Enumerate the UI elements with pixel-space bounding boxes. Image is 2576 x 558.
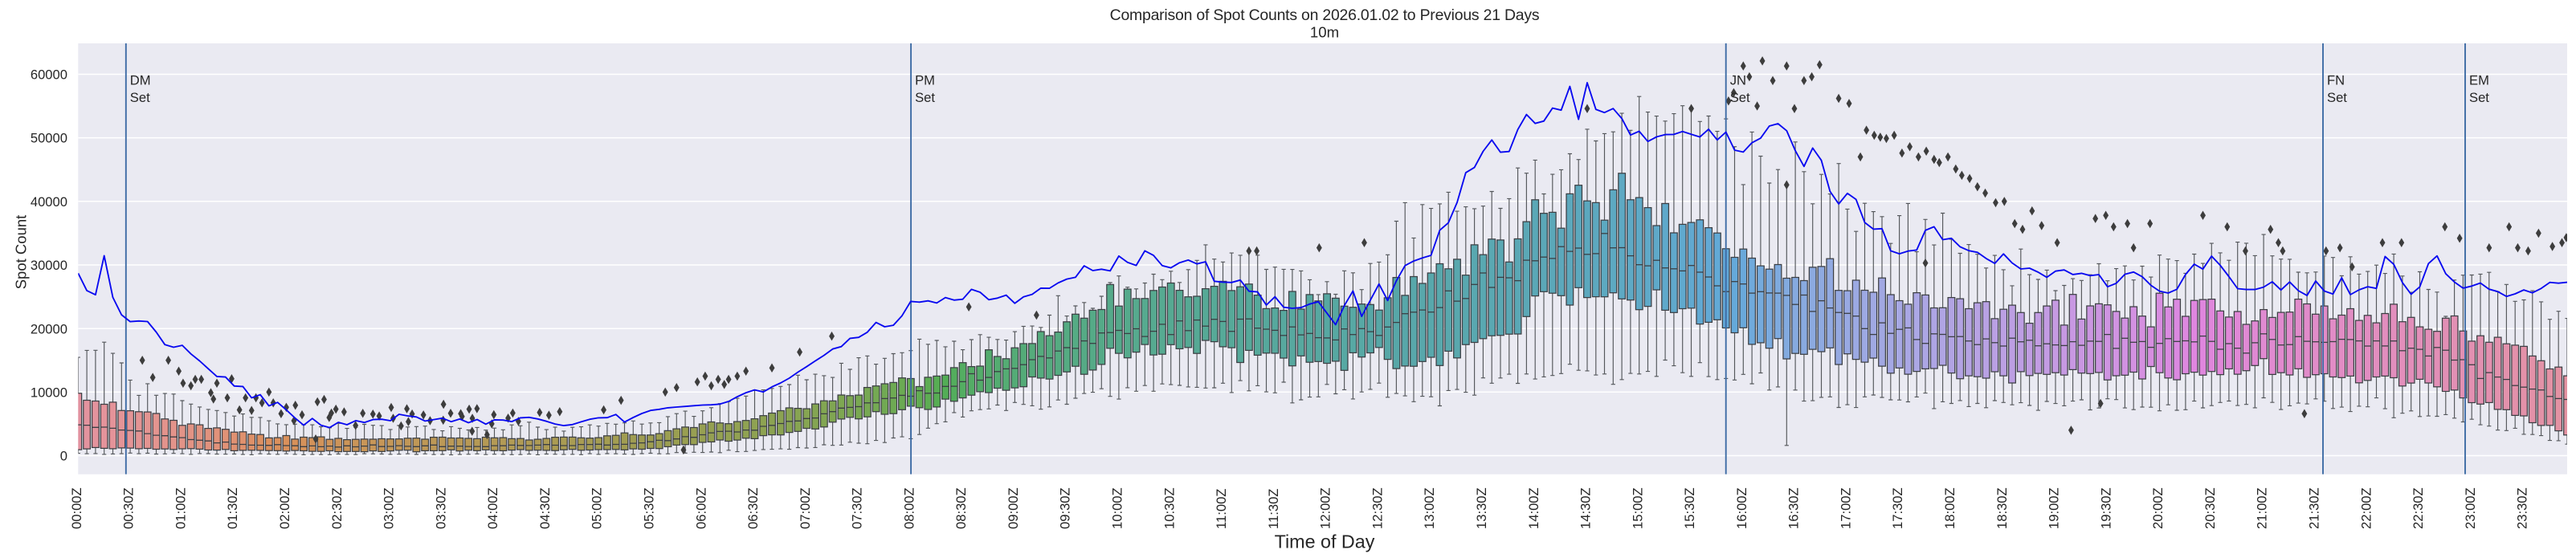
svg-text:Spot Count: Spot Count xyxy=(12,215,29,290)
svg-text:20:00Z: 20:00Z xyxy=(2150,487,2166,529)
svg-text:12:30Z: 12:30Z xyxy=(1370,487,1385,529)
svg-text:13:30Z: 13:30Z xyxy=(1474,487,1489,529)
svg-text:08:30Z: 08:30Z xyxy=(953,487,969,529)
svg-text:16:30Z: 16:30Z xyxy=(1786,487,1802,529)
svg-text:Set: Set xyxy=(2327,90,2347,105)
svg-text:50000: 50000 xyxy=(31,131,67,146)
svg-text:Time of Day: Time of Day xyxy=(1275,531,1375,552)
svg-text:02:00Z: 02:00Z xyxy=(277,487,292,529)
svg-text:07:30Z: 07:30Z xyxy=(850,487,865,529)
svg-text:06:00Z: 06:00Z xyxy=(693,487,708,529)
svg-text:06:30Z: 06:30Z xyxy=(745,487,761,529)
svg-text:17:30Z: 17:30Z xyxy=(1890,487,1905,529)
svg-text:JN: JN xyxy=(1730,73,1746,88)
svg-text:19:00Z: 19:00Z xyxy=(2047,487,2062,529)
svg-text:60000: 60000 xyxy=(31,67,67,83)
svg-text:23:30Z: 23:30Z xyxy=(2515,487,2530,529)
svg-text:Set: Set xyxy=(915,90,935,105)
svg-text:00:30Z: 00:30Z xyxy=(121,487,137,529)
svg-text:40000: 40000 xyxy=(31,194,67,210)
svg-text:20:30Z: 20:30Z xyxy=(2202,487,2218,529)
svg-text:07:00Z: 07:00Z xyxy=(798,487,813,529)
svg-text:01:00Z: 01:00Z xyxy=(174,487,189,529)
svg-text:13:00Z: 13:00Z xyxy=(1422,487,1437,529)
svg-text:14:30Z: 14:30Z xyxy=(1578,487,1594,529)
svg-text:11:30Z: 11:30Z xyxy=(1266,489,1281,529)
svg-text:00:00Z: 00:00Z xyxy=(69,487,84,529)
svg-text:01:30Z: 01:30Z xyxy=(225,487,240,529)
svg-text:10m: 10m xyxy=(1310,23,1339,40)
svg-text:20000: 20000 xyxy=(31,321,67,336)
svg-text:12:00Z: 12:00Z xyxy=(1318,487,1333,529)
svg-text:18:00Z: 18:00Z xyxy=(1942,487,1958,529)
svg-text:DM: DM xyxy=(130,73,151,88)
svg-text:03:30Z: 03:30Z xyxy=(433,487,448,529)
svg-text:10:30Z: 10:30Z xyxy=(1161,487,1177,529)
svg-text:04:00Z: 04:00Z xyxy=(485,487,500,529)
svg-text:03:00Z: 03:00Z xyxy=(382,487,397,529)
svg-text:14:00Z: 14:00Z xyxy=(1526,487,1541,529)
svg-text:04:30Z: 04:30Z xyxy=(537,487,553,529)
svg-text:Set: Set xyxy=(130,90,150,105)
svg-text:10000: 10000 xyxy=(31,385,67,400)
svg-text:05:30Z: 05:30Z xyxy=(642,487,657,529)
svg-text:09:00Z: 09:00Z xyxy=(1006,487,1021,529)
svg-text:15:00Z: 15:00Z xyxy=(1630,487,1645,529)
svg-text:09:30Z: 09:30Z xyxy=(1058,487,1073,529)
svg-text:EM: EM xyxy=(2469,73,2489,88)
svg-text:08:00Z: 08:00Z xyxy=(901,487,917,529)
svg-text:10:00Z: 10:00Z xyxy=(1110,487,1125,529)
svg-text:PM: PM xyxy=(915,73,935,88)
svg-text:21:30Z: 21:30Z xyxy=(2307,487,2322,529)
svg-text:23:00Z: 23:00Z xyxy=(2463,487,2478,529)
svg-text:Set: Set xyxy=(2469,90,2489,105)
svg-text:05:00Z: 05:00Z xyxy=(590,487,605,529)
svg-text:30000: 30000 xyxy=(31,258,67,273)
svg-text:Comparison of Spot Counts on 2: Comparison of Spot Counts on 2026.01.02 … xyxy=(1110,6,1540,24)
svg-text:16:00Z: 16:00Z xyxy=(1734,487,1749,529)
svg-text:21:00Z: 21:00Z xyxy=(2255,487,2270,529)
svg-text:0: 0 xyxy=(60,449,67,464)
svg-text:19:30Z: 19:30Z xyxy=(2098,487,2113,529)
svg-text:18:30Z: 18:30Z xyxy=(1994,487,2010,529)
svg-text:02:30Z: 02:30Z xyxy=(329,487,345,529)
svg-text:Set: Set xyxy=(1730,90,1750,105)
svg-text:17:00Z: 17:00Z xyxy=(1839,487,1854,529)
svg-text:22:00Z: 22:00Z xyxy=(2358,487,2374,529)
svg-text:22:30Z: 22:30Z xyxy=(2411,487,2426,529)
svg-text:15:30Z: 15:30Z xyxy=(1682,487,1697,529)
svg-text:11:00Z: 11:00Z xyxy=(1214,489,1229,529)
svg-text:FN: FN xyxy=(2327,73,2345,88)
